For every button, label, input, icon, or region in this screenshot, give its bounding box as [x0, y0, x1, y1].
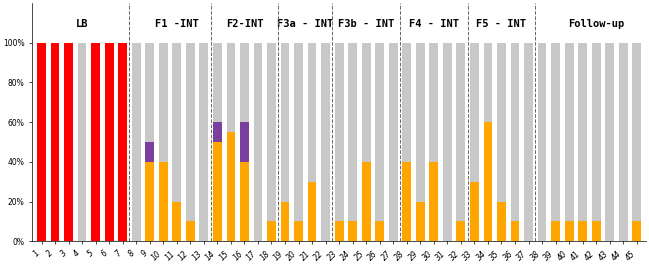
Bar	[361, 43, 371, 241]
Bar	[537, 43, 546, 241]
Bar	[308, 43, 317, 241]
Bar	[565, 43, 574, 241]
Bar	[335, 222, 343, 241]
Bar	[173, 43, 181, 241]
Bar	[118, 43, 127, 241]
Bar	[186, 43, 195, 241]
Bar	[294, 222, 303, 241]
Bar	[267, 43, 276, 241]
Bar	[592, 222, 600, 241]
Bar	[456, 222, 465, 241]
Bar	[159, 43, 167, 241]
Bar	[375, 43, 384, 241]
Bar	[430, 43, 438, 241]
Bar	[213, 122, 222, 142]
Bar	[186, 222, 195, 241]
Bar	[104, 43, 114, 241]
Bar	[280, 43, 289, 241]
Bar	[335, 43, 343, 241]
Text: F5 - INT: F5 - INT	[476, 19, 526, 29]
Bar	[240, 122, 249, 162]
Bar	[118, 43, 127, 241]
Bar	[227, 132, 236, 241]
Bar	[145, 142, 154, 162]
Bar	[294, 43, 303, 241]
Text: F3a - INT: F3a - INT	[277, 19, 334, 29]
Bar	[511, 222, 519, 241]
Bar	[511, 43, 519, 241]
Bar	[37, 43, 46, 241]
Bar	[159, 162, 167, 241]
Bar	[240, 162, 249, 241]
Bar	[606, 43, 614, 241]
Bar	[321, 43, 330, 241]
Bar	[470, 43, 479, 241]
Bar	[51, 43, 60, 241]
Bar	[632, 43, 641, 241]
Bar	[375, 222, 384, 241]
Bar	[199, 43, 208, 241]
Bar	[632, 222, 641, 241]
Bar	[430, 162, 438, 241]
Bar	[484, 43, 493, 241]
Bar	[416, 43, 424, 241]
Bar	[402, 43, 411, 241]
Bar	[565, 222, 574, 241]
Bar	[619, 43, 628, 241]
Bar	[456, 43, 465, 241]
Bar	[524, 43, 533, 241]
Bar	[443, 43, 452, 241]
Bar	[240, 43, 249, 241]
Bar	[402, 162, 411, 241]
Bar	[416, 202, 424, 241]
Bar	[37, 43, 46, 241]
Bar	[349, 43, 357, 241]
Bar	[267, 222, 276, 241]
Bar	[132, 43, 141, 241]
Bar	[254, 43, 262, 241]
Bar	[389, 43, 398, 241]
Bar	[104, 43, 114, 241]
Bar	[280, 202, 289, 241]
Bar	[551, 43, 560, 241]
Bar	[497, 43, 506, 241]
Bar	[497, 202, 506, 241]
Bar	[578, 43, 587, 241]
Bar	[361, 162, 371, 241]
Bar	[51, 43, 60, 241]
Bar	[92, 43, 100, 241]
Bar	[92, 43, 100, 241]
Bar	[213, 43, 222, 241]
Text: F1 -INT: F1 -INT	[155, 19, 199, 29]
Bar	[227, 43, 236, 241]
Bar	[173, 202, 181, 241]
Text: F3b - INT: F3b - INT	[338, 19, 395, 29]
Bar	[551, 222, 560, 241]
Text: F2-INT: F2-INT	[226, 19, 263, 29]
Text: Follow-up: Follow-up	[568, 19, 624, 29]
Text: LB: LB	[76, 19, 88, 29]
Bar	[145, 162, 154, 241]
Bar	[145, 43, 154, 241]
Bar	[349, 222, 357, 241]
Bar	[64, 43, 73, 241]
Bar	[470, 182, 479, 241]
Bar	[592, 43, 600, 241]
Bar	[484, 122, 493, 241]
Bar	[578, 222, 587, 241]
Bar	[213, 142, 222, 241]
Text: F4 - INT: F4 - INT	[409, 19, 459, 29]
Bar	[78, 43, 86, 241]
Bar	[64, 43, 73, 241]
Bar	[308, 182, 317, 241]
